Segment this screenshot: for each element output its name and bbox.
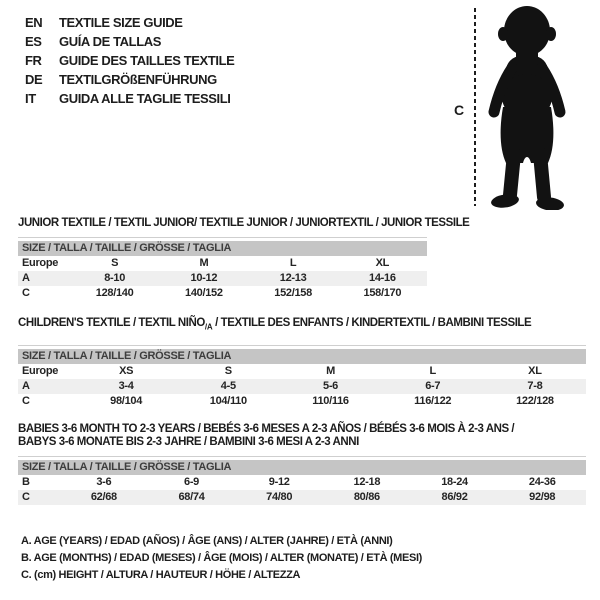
months-cell: 9-12: [268, 476, 290, 488]
height-cell: 80/86: [353, 491, 380, 503]
language-row-en: EN TEXTILE SIZE GUIDE: [25, 13, 234, 32]
height-cell: 92/98: [529, 491, 556, 503]
table-title-line2: BABYS 3-6 MONATE BIS 2-3 JAHRE / BAMBINI…: [18, 436, 359, 448]
footnote-b: B. AGE (MONTHS) / EDAD (MESES) / ÂGE (MO…: [21, 552, 422, 564]
size-cell: XL: [375, 257, 390, 269]
junior-textile-table: JUNIOR TEXTILE / TEXTIL JUNIOR/ TEXTILE …: [18, 217, 470, 301]
size-cell: L: [429, 365, 437, 378]
table-top-rule: [18, 345, 586, 347]
height-measurement-figure: C: [440, 0, 600, 215]
table-top-rule: [18, 456, 586, 457]
age-cell: 14-16: [369, 272, 396, 284]
babies-textile-table: BABIES 3-6 MONTH TO 2-3 YEARS / BEBÉS 3-…: [18, 423, 586, 505]
table-title: CHILDREN'S TEXTILE / TEXTIL NIÑO/A / TEX…: [18, 317, 586, 333]
height-cell: 122/128: [516, 395, 554, 408]
legend-footnotes: A. AGE (YEARS) / EDAD (AÑOS) / ÂGE (ANS)…: [21, 533, 422, 584]
language-code: FR: [25, 53, 42, 68]
table-row-europe: Europe XS S M L XL: [18, 364, 586, 379]
size-cell: XS: [119, 365, 134, 378]
height-cell: 74/80: [266, 491, 293, 503]
height-cell: 140/152: [185, 287, 223, 299]
age-cell: 8-10: [104, 272, 126, 284]
footnote-c: C. (cm) HEIGHT / ALTURA / HAUTEUR / HÖHE…: [21, 569, 301, 581]
age-cell: 6-7: [425, 380, 441, 393]
language-code: DE: [25, 72, 43, 87]
size-cell: M: [326, 365, 335, 378]
size-header-bar: SIZE / TALLA / TAILLE / GRÖSSE / TAGLIA: [18, 460, 586, 475]
language-label: TEXTILE SIZE GUIDE: [59, 15, 183, 30]
height-cell: 152/158: [274, 287, 312, 299]
size-header-bar: SIZE / TALLA / TAILLE / GRÖSSE / TAGLIA: [18, 241, 427, 256]
table-row-europe: Europe S M L XL: [18, 256, 427, 271]
childrens-textile-table: CHILDREN'S TEXTILE / TEXTIL NIÑO/A / TEX…: [18, 317, 586, 409]
height-cell: 104/110: [209, 395, 247, 408]
table-row-age: A 8-10 10-12 12-13 14-16: [18, 271, 427, 286]
height-cell: 86/92: [441, 491, 468, 503]
language-row-it: IT GUIDA ALLE TAGLIE TESSILI: [25, 89, 234, 108]
table-row-height: C 98/104 104/110 110/116 116/122 122/128: [18, 394, 586, 409]
language-code: ES: [25, 34, 42, 49]
table-row-age: A 3-4 4-5 5-6 6-7 7-8: [18, 379, 586, 395]
table-row-height: C 62/68 68/74 74/80 80/86 86/92 92/98: [18, 490, 586, 505]
height-cell: 98/104: [110, 395, 143, 408]
language-row-es: ES GUÍA DE TALLAS: [25, 32, 234, 51]
age-cell: 7-8: [527, 380, 543, 393]
title-suffix: / TEXTILE DES ENFANTS / KINDERTEXTIL / B…: [212, 317, 532, 329]
height-cell: 158/170: [363, 287, 402, 299]
row-label: A: [22, 272, 30, 284]
months-cell: 3-6: [96, 476, 112, 488]
months-cell: 12-18: [353, 476, 381, 488]
age-cell: 4-5: [220, 380, 236, 393]
row-label: Europe: [22, 257, 59, 269]
months-cell: 24-36: [528, 476, 556, 488]
language-row-fr: FR GUIDE DES TAILLES TEXTILE: [25, 51, 235, 70]
height-cell: 128/140: [95, 287, 134, 299]
height-cell: 116/122: [414, 395, 452, 408]
language-header: EN TEXTILE SIZE GUIDE ES GUÍA DE TALLAS …: [25, 13, 235, 108]
height-cell: 110/116: [312, 395, 349, 408]
language-code: EN: [25, 15, 43, 30]
size-cell: XL: [528, 365, 542, 378]
footnote-a: A. AGE (YEARS) / EDAD (AÑOS) / ÂGE (ANS)…: [21, 535, 393, 547]
size-cell: L: [289, 257, 297, 269]
size-header-bar: SIZE / TALLA / TAILLE / GRÖSSE / TAGLIA: [18, 349, 586, 365]
height-cell: 62/68: [90, 491, 117, 503]
age-cell: 10-12: [190, 272, 218, 284]
row-label: C: [22, 491, 30, 503]
months-cell: 18-24: [441, 476, 468, 488]
row-label: A: [22, 380, 30, 393]
table-title: JUNIOR TEXTILE / TEXTIL JUNIOR/ TEXTILE …: [18, 217, 470, 229]
language-label: TEXTILGRÖßENFÜHRUNG: [59, 72, 217, 87]
title-subscript: /A: [204, 322, 213, 332]
height-measure-label: C: [454, 102, 465, 118]
size-cell: S: [111, 257, 119, 269]
months-cell: 6-9: [184, 476, 199, 488]
title-prefix: CHILDREN'S TEXTILE / TEXTIL NIÑO: [18, 317, 205, 329]
height-dashed-line: [474, 8, 476, 206]
table-top-rule: [18, 237, 427, 238]
size-cell: S: [224, 365, 232, 378]
language-label: GUÍA DE TALLAS: [59, 34, 162, 49]
age-cell: 5-6: [323, 380, 338, 393]
row-label: C: [22, 287, 30, 299]
language-code: IT: [25, 91, 36, 106]
row-label: Europe: [22, 365, 59, 378]
table-row-months: B 3-6 6-9 9-12 12-18 18-24 24-36: [18, 475, 586, 490]
baby-toddler-silhouette-icon: [488, 6, 566, 210]
row-label: B: [22, 476, 30, 488]
age-cell: 3-4: [118, 380, 134, 393]
height-cell: 68/74: [178, 491, 205, 503]
language-row-de: DE TEXTILGRÖßENFÜHRUNG: [25, 70, 234, 89]
language-label: GUIDE DES TAILLES TEXTILE: [59, 53, 235, 68]
table-title-line1: BABIES 3-6 MONTH TO 2-3 YEARS / BEBÉS 3-…: [18, 423, 515, 435]
size-cell: M: [199, 257, 209, 269]
table-row-height: C 128/140 140/152 152/158 158/170: [18, 286, 427, 301]
language-label: GUIDA ALLE TAGLIE TESSILI: [59, 91, 231, 106]
row-label: C: [22, 395, 30, 408]
age-cell: 12-13: [279, 272, 307, 284]
